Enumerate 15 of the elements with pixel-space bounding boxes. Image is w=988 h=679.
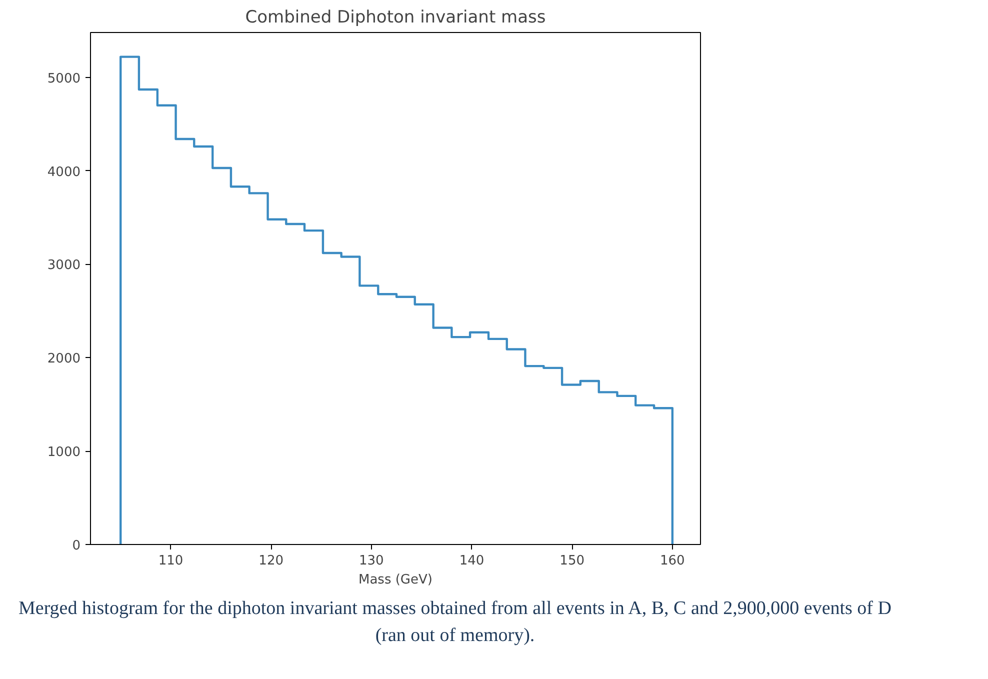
x-tick-label: 120 [258, 554, 284, 568]
x-tick-label: 140 [459, 554, 484, 568]
y-tick-label: 3000 [47, 258, 81, 274]
x-tick-label: 130 [359, 554, 384, 568]
x-axis-title: Mass (GeV) [358, 572, 432, 588]
y-tick-label: 1000 [47, 445, 81, 460]
y-tick-label: 5000 [47, 71, 81, 86]
x-tick-label: 160 [660, 554, 685, 568]
y-tick-label: 2000 [47, 352, 81, 367]
y-tick-label: 4000 [47, 164, 81, 180]
text: Merged histogram for the diphoton invariant masses obtained from all events in A, B, C and 2,900,000 events of D (ran out of memory). [18, 597, 892, 648]
chart-title: Combined Diphoton invariant mass [245, 8, 546, 28]
y-tick-label: 0 [72, 538, 81, 554]
x-tick-label: 150 [560, 554, 584, 568]
x-tick-label: 110 [158, 554, 184, 568]
